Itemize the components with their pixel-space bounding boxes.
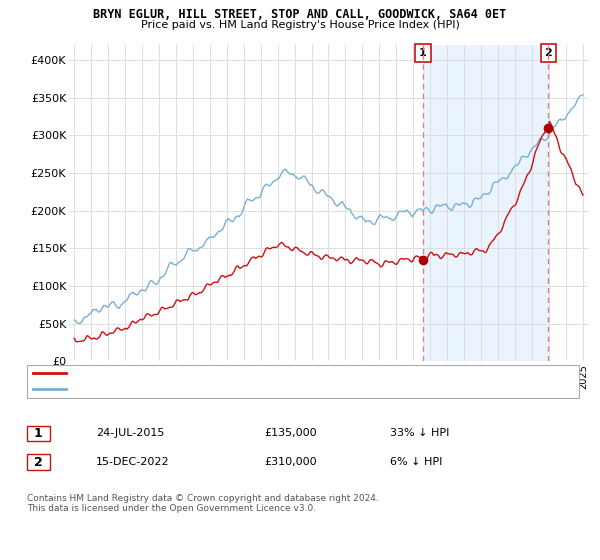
Text: 6% ↓ HPI: 6% ↓ HPI [390, 457, 442, 467]
Text: 33% ↓ HPI: 33% ↓ HPI [390, 428, 449, 438]
Text: 2: 2 [544, 48, 552, 58]
Text: £135,000: £135,000 [264, 428, 317, 438]
Text: Contains HM Land Registry data © Crown copyright and database right 2024.
This d: Contains HM Land Registry data © Crown c… [27, 494, 379, 514]
Text: HPI: Average price, detached house, Pembrokeshire: HPI: Average price, detached house, Pemb… [72, 385, 325, 394]
Text: 2: 2 [34, 455, 43, 469]
Bar [423, 45, 548, 361]
Text: £310,000: £310,000 [264, 457, 317, 467]
Text: Price paid vs. HM Land Registry's House Price Index (HPI): Price paid vs. HM Land Registry's House … [140, 20, 460, 30]
Text: 1: 1 [419, 48, 427, 58]
Text: 1: 1 [34, 427, 43, 440]
Text: BRYN EGLUR, HILL STREET, STOP AND CALL, GOODWICK, SA64 0ET (detached house): BRYN EGLUR, HILL STREET, STOP AND CALL, … [72, 368, 490, 378]
Text: BRYN EGLUR, HILL STREET, STOP AND CALL, GOODWICK, SA64 0ET: BRYN EGLUR, HILL STREET, STOP AND CALL, … [94, 8, 506, 21]
Text: 15-DEC-2022: 15-DEC-2022 [96, 457, 170, 467]
Text: 24-JUL-2015: 24-JUL-2015 [96, 428, 164, 438]
